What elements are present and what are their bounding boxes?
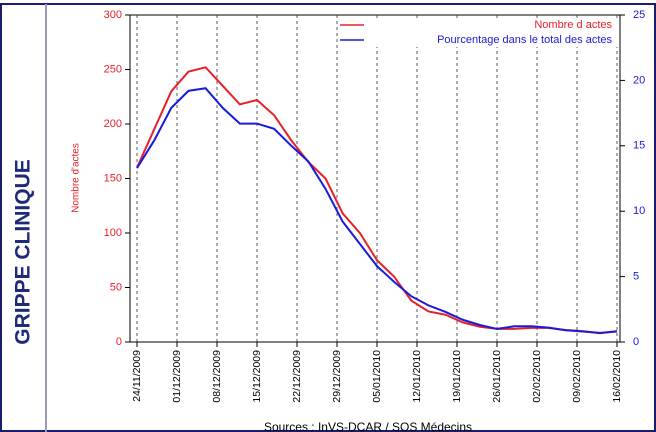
x-tick-label: 15/12/2009 — [251, 350, 263, 403]
y-tick-label: 0 — [116, 336, 122, 348]
y-tick-label: 100 — [104, 227, 122, 239]
x-tick-label: 16/02/2010 — [611, 350, 623, 403]
x-tick-label: 02/02/2010 — [531, 350, 543, 403]
y2-tick-label: 15 — [633, 140, 645, 152]
y2-tick-label: 0 — [633, 336, 639, 348]
x-tick-label: 29/12/2009 — [331, 350, 343, 403]
frame — [0, 3, 656, 432]
y-tick-label: 300 — [104, 9, 122, 21]
panel-title: GRIPPE CLINIQUE — [12, 159, 35, 345]
x-tick-label: 26/01/2010 — [491, 350, 503, 403]
y2-tick-label: 10 — [633, 205, 645, 217]
legend-label: Pourcentage dans le total des actes — [437, 34, 612, 46]
x-tick-label: 09/02/2010 — [571, 350, 583, 403]
legend-bg — [362, 18, 618, 32]
y2-tick-label: 20 — [633, 74, 645, 86]
source: Sources : InVS-DCAR / SOS Médecins — [264, 420, 472, 432]
legend-bg — [362, 33, 618, 47]
y2-tick-label: 5 — [633, 271, 639, 283]
y-tick-label: 200 — [104, 118, 122, 130]
x-tick-label: 22/12/2009 — [291, 350, 303, 403]
legend-label: Nombre d actes — [534, 19, 612, 31]
y-axis-label: Nombre d'actes — [71, 143, 82, 213]
series-line — [136, 66, 618, 335]
x-tick-label: 01/12/2009 — [171, 350, 183, 403]
x-tick-label: 19/01/2010 — [451, 350, 463, 403]
x-tick-label: 05/01/2010 — [371, 350, 383, 403]
series-line — [136, 87, 618, 334]
x-tick-label: 12/01/2010 — [411, 350, 423, 403]
y-tick-label: 250 — [104, 63, 122, 75]
x-tick-label: 24/11/2009 — [131, 350, 143, 402]
y-tick-label: 50 — [110, 281, 122, 293]
y2-tick-label: 25 — [633, 9, 645, 21]
y-tick-label: 150 — [104, 172, 122, 184]
x-tick-label: 08/12/2009 — [211, 350, 223, 403]
